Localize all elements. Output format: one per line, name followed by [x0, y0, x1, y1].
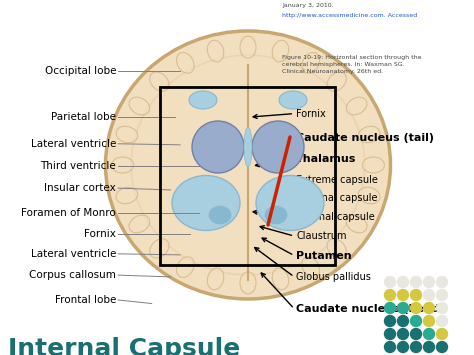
Circle shape — [423, 316, 435, 327]
Circle shape — [410, 277, 421, 288]
Circle shape — [398, 302, 409, 313]
Circle shape — [410, 342, 421, 353]
Ellipse shape — [363, 157, 384, 173]
Ellipse shape — [209, 206, 231, 224]
Circle shape — [410, 289, 421, 300]
Text: Figure 10-19: Horizontal section through the
cerebral hemispheres. In: Waxman SG: Figure 10-19: Horizontal section through… — [282, 55, 421, 74]
Ellipse shape — [129, 215, 150, 233]
Circle shape — [423, 277, 435, 288]
Text: Insular cortex: Insular cortex — [45, 183, 116, 193]
Ellipse shape — [176, 53, 194, 73]
Circle shape — [410, 316, 421, 327]
Ellipse shape — [346, 215, 367, 233]
Text: Occipital lobe: Occipital lobe — [45, 66, 116, 76]
Circle shape — [437, 316, 447, 327]
Text: Corpus callosum: Corpus callosum — [29, 270, 116, 280]
Ellipse shape — [252, 121, 304, 173]
Text: Third ventricle: Third ventricle — [40, 161, 116, 171]
Ellipse shape — [265, 206, 287, 224]
Bar — [160, 87, 335, 265]
Circle shape — [423, 289, 435, 300]
Text: Claustrum: Claustrum — [296, 231, 347, 241]
Circle shape — [423, 342, 435, 353]
Circle shape — [437, 289, 447, 300]
Circle shape — [410, 328, 421, 339]
Ellipse shape — [150, 72, 169, 91]
Circle shape — [398, 289, 409, 300]
Circle shape — [437, 328, 447, 339]
Text: Extreme capsule: Extreme capsule — [296, 175, 378, 185]
Text: http://www.accessmedicine.com. Accessed: http://www.accessmedicine.com. Accessed — [282, 13, 417, 18]
Text: Fornix: Fornix — [296, 109, 326, 119]
Text: Fornix: Fornix — [84, 229, 116, 239]
Text: Foramen of Monro: Foramen of Monro — [21, 208, 116, 218]
Ellipse shape — [244, 127, 252, 167]
Circle shape — [384, 289, 395, 300]
Circle shape — [384, 342, 395, 353]
Ellipse shape — [129, 97, 150, 115]
Text: Putamen: Putamen — [296, 251, 352, 261]
Circle shape — [384, 328, 395, 339]
Ellipse shape — [172, 175, 240, 230]
Ellipse shape — [256, 175, 324, 230]
Ellipse shape — [116, 126, 138, 143]
Text: Internal capsule: Internal capsule — [296, 212, 375, 222]
Ellipse shape — [207, 40, 224, 62]
Text: Globus pallidus: Globus pallidus — [296, 272, 371, 282]
Ellipse shape — [272, 268, 289, 290]
Circle shape — [423, 328, 435, 339]
Ellipse shape — [240, 272, 256, 294]
Ellipse shape — [302, 257, 319, 278]
Ellipse shape — [358, 126, 380, 143]
Ellipse shape — [111, 157, 134, 173]
Text: January 3, 2010.: January 3, 2010. — [282, 3, 334, 8]
Text: Thalamus: Thalamus — [296, 154, 356, 164]
Ellipse shape — [189, 91, 217, 109]
Ellipse shape — [116, 187, 138, 204]
Ellipse shape — [176, 257, 194, 278]
Ellipse shape — [240, 36, 256, 58]
Ellipse shape — [150, 239, 169, 258]
Circle shape — [398, 316, 409, 327]
Ellipse shape — [106, 31, 391, 299]
Circle shape — [398, 328, 409, 339]
Ellipse shape — [131, 55, 365, 275]
Text: Lateral ventricle: Lateral ventricle — [31, 139, 116, 149]
Text: Parietal lobe: Parietal lobe — [51, 112, 116, 122]
Ellipse shape — [358, 187, 380, 204]
Circle shape — [398, 342, 409, 353]
Text: Lateral ventricle: Lateral ventricle — [31, 249, 116, 259]
Ellipse shape — [327, 239, 346, 258]
Ellipse shape — [279, 91, 307, 109]
Circle shape — [398, 277, 409, 288]
Text: Internal Capsule: Internal Capsule — [8, 337, 240, 355]
Text: External capsule: External capsule — [296, 193, 378, 203]
Ellipse shape — [207, 268, 224, 290]
Ellipse shape — [272, 40, 289, 62]
Circle shape — [384, 316, 395, 327]
Circle shape — [410, 302, 421, 313]
Circle shape — [423, 302, 435, 313]
Ellipse shape — [192, 121, 244, 173]
Circle shape — [437, 277, 447, 288]
Ellipse shape — [327, 72, 346, 91]
Circle shape — [384, 277, 395, 288]
Ellipse shape — [302, 53, 319, 73]
Text: Frontal lobe: Frontal lobe — [55, 295, 116, 305]
Circle shape — [437, 302, 447, 313]
Ellipse shape — [346, 97, 367, 115]
Text: Caudate nucleus (head): Caudate nucleus (head) — [296, 304, 445, 314]
Text: Caudate nucleus (tail): Caudate nucleus (tail) — [296, 133, 434, 143]
Circle shape — [437, 342, 447, 353]
Circle shape — [384, 302, 395, 313]
